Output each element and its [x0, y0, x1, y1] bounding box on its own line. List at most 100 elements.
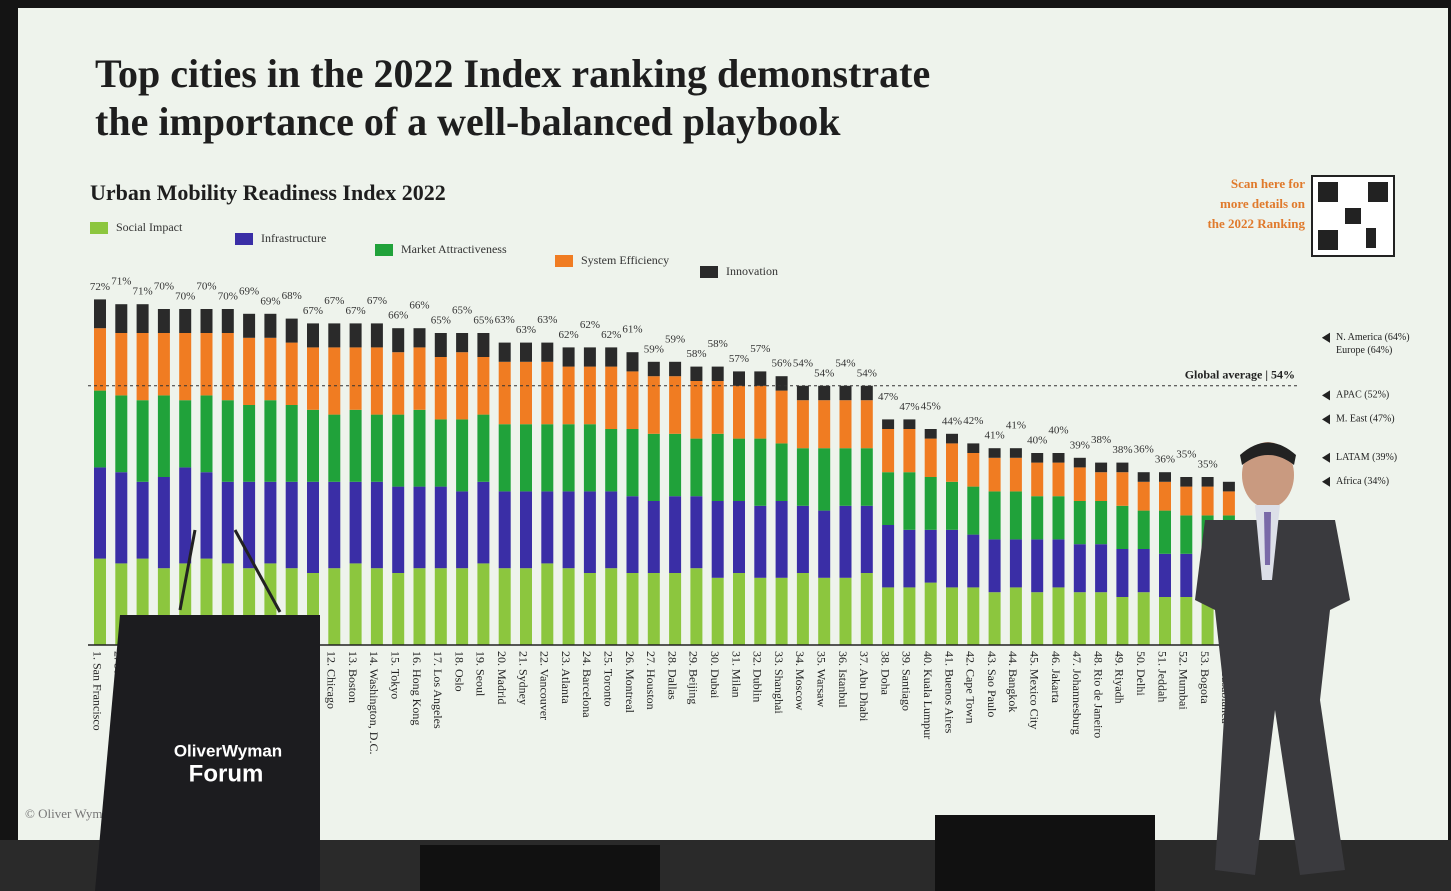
bar-segment: [818, 510, 831, 578]
qr-code: [1345, 208, 1361, 224]
bar-segment: [562, 491, 575, 569]
total-label: 67%: [324, 295, 344, 307]
bar-segment: [1095, 472, 1108, 501]
bar-segment: [711, 577, 724, 645]
bar-segment: [924, 429, 937, 439]
bar-segment: [754, 577, 767, 645]
bar-segment: [477, 333, 490, 357]
total-label: 41%: [985, 430, 1005, 442]
bar-segment: [882, 587, 895, 645]
bar-segment: [583, 573, 596, 645]
bar-segment: [307, 347, 319, 410]
region-marker: [1322, 332, 1330, 343]
x-tick-label: 37. Abu Dhabi: [857, 651, 871, 722]
qr-code: [1318, 182, 1338, 202]
bar-segment: [924, 477, 937, 530]
x-tick-label: 25. Toronto: [601, 651, 615, 707]
bar-segment: [796, 505, 809, 573]
x-tick-label: 30. Dubai: [708, 651, 722, 699]
legend-swatch: [555, 255, 573, 267]
legend-swatch: [700, 266, 718, 278]
bar-segment: [690, 366, 703, 381]
bar-segment: [179, 333, 192, 401]
bar-segment: [690, 496, 703, 569]
total-label: 38%: [1112, 444, 1132, 456]
total-label: 54%: [835, 357, 855, 369]
bar-segment: [647, 433, 660, 501]
bar-segment: [946, 481, 958, 530]
bar-segment: [520, 424, 532, 492]
copyright: © Oliver Wyman: [25, 806, 115, 821]
bar-segment: [285, 342, 298, 405]
bar-segment: [1201, 486, 1214, 516]
legend-label: Innovation: [726, 264, 778, 278]
x-tick-label: 50. Delhi: [1134, 651, 1148, 696]
x-tick-label: 15. Tokyo: [388, 651, 402, 699]
total-label: 70%: [175, 291, 195, 303]
bar-segment: [562, 424, 575, 492]
x-tick-label: 31. Milan: [729, 651, 743, 698]
bar-segment: [221, 309, 234, 333]
bar-segment: [626, 352, 639, 372]
total-label: 36%: [1155, 454, 1175, 466]
bar-segment: [157, 395, 170, 477]
bar-segment: [605, 568, 618, 645]
bar-segment: [94, 467, 106, 559]
bar-segment: [456, 419, 469, 492]
bar-segment: [562, 568, 575, 645]
qr-code: [1318, 230, 1338, 250]
bar-segment: [988, 491, 1001, 540]
bar-segment: [264, 313, 277, 338]
total-label: 54%: [793, 357, 813, 369]
bar-segment: [647, 361, 660, 377]
total-label: 54%: [857, 367, 877, 379]
bar-segment: [967, 534, 980, 588]
bar-segment: [221, 400, 234, 482]
x-tick-label: 21. Sydney: [516, 651, 530, 705]
bar-segment: [1180, 486, 1193, 516]
bar-segment: [520, 342, 532, 362]
bar-segment: [477, 481, 490, 564]
x-tick-label: 46. Jakarta: [1049, 651, 1063, 704]
region-label: APAC (52%): [1336, 390, 1389, 401]
bar-segment: [562, 347, 575, 367]
bar-segment: [157, 477, 170, 569]
speaker-head: [1242, 442, 1294, 508]
x-tick-label: 23. Atlanta: [559, 651, 573, 704]
bar-segment: [307, 481, 319, 573]
bar-segment: [392, 573, 405, 645]
bar-segment: [1159, 553, 1171, 597]
bar-segment: [200, 395, 213, 473]
bar-segment: [1095, 592, 1108, 645]
bar-segment: [775, 376, 788, 391]
bar-segment: [456, 568, 469, 645]
bar-segment: [434, 357, 447, 420]
bar-segment: [775, 577, 788, 645]
bar-segment: [711, 433, 724, 501]
x-tick-label: 32. Dublin: [751, 651, 765, 702]
bar-segment: [988, 539, 1001, 593]
bar-segment: [285, 405, 298, 482]
bar-segment: [860, 400, 873, 449]
bar-segment: [1052, 587, 1065, 645]
bar-segment: [882, 419, 895, 429]
x-tick-label: 29. Beijing: [687, 651, 701, 704]
bar-segment: [179, 309, 192, 333]
region-marker: [1322, 476, 1330, 487]
bar-segment: [1095, 544, 1108, 593]
x-tick-label: 14. Washington, D.C.: [367, 651, 381, 754]
bar-segment: [946, 443, 958, 482]
region-marker: [1322, 414, 1330, 425]
bar-segment: [924, 438, 937, 477]
total-label: 70%: [218, 291, 238, 303]
bar-segment: [349, 481, 362, 564]
podium-brand: Forum: [189, 760, 264, 787]
bar-segment: [1159, 597, 1171, 645]
x-tick-label: 18. Oslo: [452, 651, 466, 692]
bar-segment: [839, 385, 852, 401]
bar-segment: [243, 481, 256, 569]
bar-segment: [1052, 539, 1065, 588]
bar-segment: [434, 333, 447, 357]
bar-segment: [1031, 592, 1044, 645]
